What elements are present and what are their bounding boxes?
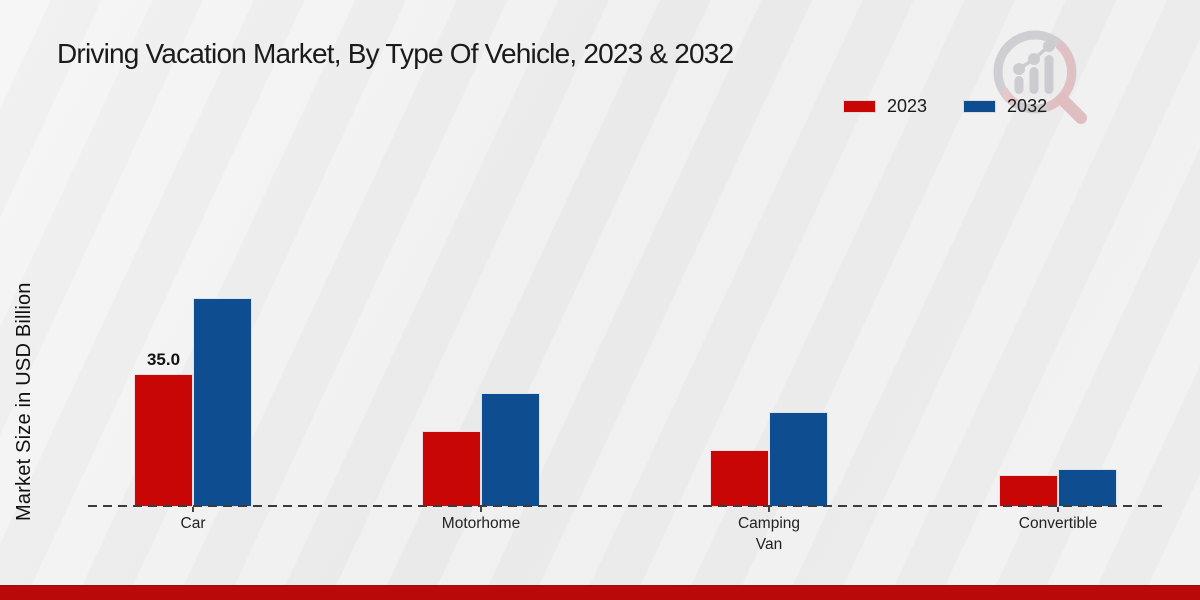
x-axis-baseline <box>88 505 1163 507</box>
category-label-convertible: Convertible <box>1018 515 1098 532</box>
category-label-camping-van: Camping Van <box>737 515 801 553</box>
footer-accent-bar <box>0 585 1200 600</box>
legend-item-2023: 2023 <box>843 96 927 117</box>
x-axis-tick <box>768 507 770 512</box>
category-label-car: Car <box>180 515 206 532</box>
legend-label-2032: 2032 <box>1007 96 1048 116</box>
bar-2032-motorhome <box>480 393 540 507</box>
bar-2032-car <box>193 298 252 507</box>
legend: 2023 2032 <box>843 96 1047 117</box>
bar-2023-camping-van <box>710 450 769 507</box>
bar-2023-motorhome <box>421 431 481 507</box>
x-axis-tick <box>1057 507 1059 512</box>
brand-watermark-magnifier-icon <box>993 30 1087 124</box>
bar-value-label: 35.0 <box>146 350 181 369</box>
x-axis-tick <box>192 507 194 512</box>
bar-2032-camping-van <box>769 412 828 507</box>
bar-2023-convertible <box>998 475 1058 507</box>
legend-swatch-2023-icon <box>843 100 876 113</box>
legend-label-2023: 2023 <box>887 96 928 116</box>
x-axis-tick <box>480 507 482 512</box>
legend-item-2032: 2032 <box>963 96 1047 117</box>
bar-2032-convertible <box>1057 469 1117 507</box>
category-label-motorhome: Motorhome <box>441 515 521 532</box>
bar-2023-car <box>134 374 193 507</box>
chart-title: Driving Vacation Market, By Type Of Vehi… <box>57 38 734 69</box>
legend-swatch-2032-icon <box>963 100 997 113</box>
